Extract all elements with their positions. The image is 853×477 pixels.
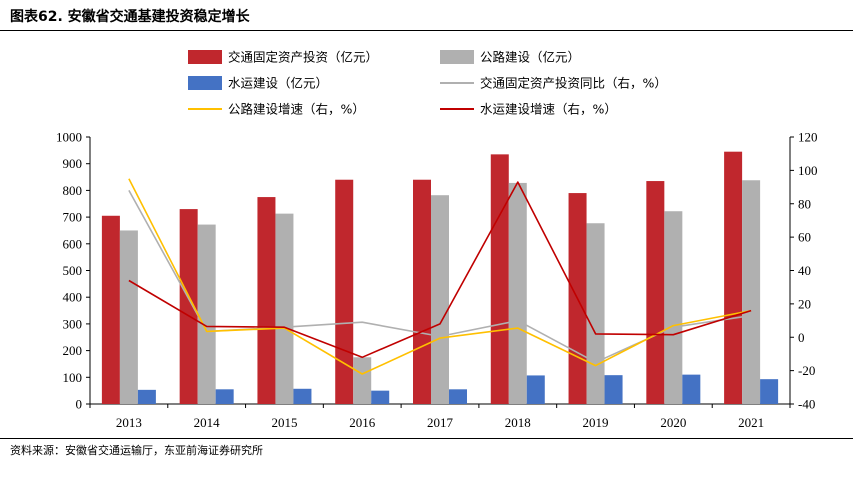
y-left-tick-label: 600	[63, 236, 83, 251]
bar-2	[197, 224, 216, 404]
bar-3	[604, 375, 623, 404]
legend-label: 水运建设（亿元）	[228, 76, 328, 91]
title-divider	[0, 30, 853, 31]
figure-title: 图表62. 安徽省交通基建投资稳定增长	[10, 9, 250, 25]
y-right-tick-label: 80	[798, 196, 811, 211]
legend-swatch	[440, 50, 474, 64]
bar-2	[508, 182, 527, 404]
bar-1	[724, 151, 743, 404]
x-tick-label: 2014	[194, 415, 221, 430]
y-left-tick-label: 300	[63, 316, 83, 331]
y-right-tick-label: 0	[798, 330, 805, 345]
line-series-2	[128, 178, 752, 375]
legend-label: 公路建设增速（右，%）	[228, 102, 365, 117]
y-right-tick-label: 40	[798, 263, 811, 278]
legend-label: 交通固定资产投资同比（右，%）	[480, 76, 667, 91]
bar-3	[215, 389, 234, 404]
line-marks	[128, 178, 752, 375]
x-tick-label: 2020	[660, 415, 686, 430]
bar-1	[490, 154, 509, 404]
y-right-tick-label: -40	[798, 397, 815, 412]
bar-2	[119, 230, 138, 404]
bar-1	[646, 181, 665, 404]
bar-2	[353, 357, 372, 404]
y-left-tick-label: 400	[63, 290, 83, 305]
bar-3	[137, 389, 156, 404]
bar-3	[449, 389, 467, 404]
legend-label: 水运建设增速（右，%）	[480, 102, 617, 117]
bar-1	[101, 215, 120, 404]
bar-1	[335, 179, 354, 404]
legend-swatch	[188, 76, 222, 90]
y-right-tick-label: -20	[798, 363, 815, 378]
bar-2	[742, 180, 761, 404]
x-tick-label: 2019	[583, 415, 609, 430]
legend: 交通固定资产投资（亿元） 公路建设（亿元） 水运建设（亿元） 交通固定资产投资同比（右…	[188, 50, 667, 117]
bar-2	[431, 195, 449, 404]
bar-2	[586, 223, 605, 404]
bar-2	[664, 211, 683, 404]
bar-3	[682, 374, 701, 404]
bar-1	[413, 179, 431, 404]
source-note: 资料来源：安徽省交通运输厅，东亚前海证券研究所	[10, 444, 263, 457]
x-tick-label: 2016	[349, 415, 376, 430]
y-left-tick-label: 700	[63, 210, 83, 225]
y-left-tick-label: 800	[63, 183, 83, 198]
x-tick-label: 2013	[116, 415, 142, 430]
bar-2	[275, 213, 294, 404]
y-right-tick-label: 100	[798, 163, 818, 178]
bar-3	[293, 388, 312, 404]
y-left-tick-label: 500	[63, 263, 83, 278]
bar-3	[526, 375, 545, 404]
line-series-3	[128, 181, 752, 359]
bar-3	[371, 390, 390, 404]
bar-3	[760, 379, 779, 404]
y-left-tick-label: 100	[63, 370, 83, 385]
chart-canvas: 交通固定资产投资（亿元） 公路建设（亿元） 水运建设（亿元） 交通固定资产投资同比（右…	[56, 50, 818, 431]
y-left-tick-label: 0	[76, 397, 83, 412]
y-left-tick-label: 1000	[56, 130, 82, 145]
x-tick-label: 2021	[738, 415, 764, 430]
bar-1	[179, 209, 198, 404]
y-left-tick-label: 200	[63, 343, 83, 358]
source-divider	[0, 438, 853, 439]
legend-label: 公路建设（亿元）	[480, 50, 580, 65]
x-tick-label: 2015	[271, 415, 297, 430]
y-right-tick-label: 20	[798, 296, 811, 311]
y-right-tick-label: 60	[798, 230, 811, 245]
y-left-tick-label: 900	[63, 156, 83, 171]
x-tick-label: 2017	[427, 415, 454, 430]
bar-1	[257, 197, 276, 404]
y-right-tick-label: 120	[798, 130, 818, 145]
legend-swatch	[188, 50, 222, 64]
x-tick-label: 2018	[505, 415, 531, 430]
bar-marks	[101, 151, 779, 404]
legend-label: 交通固定资产投资（亿元）	[228, 50, 378, 65]
tick-labels: 0 100 200 300 400 500 600 700 800 900 1000 -40 -20 0 2…	[56, 130, 818, 431]
